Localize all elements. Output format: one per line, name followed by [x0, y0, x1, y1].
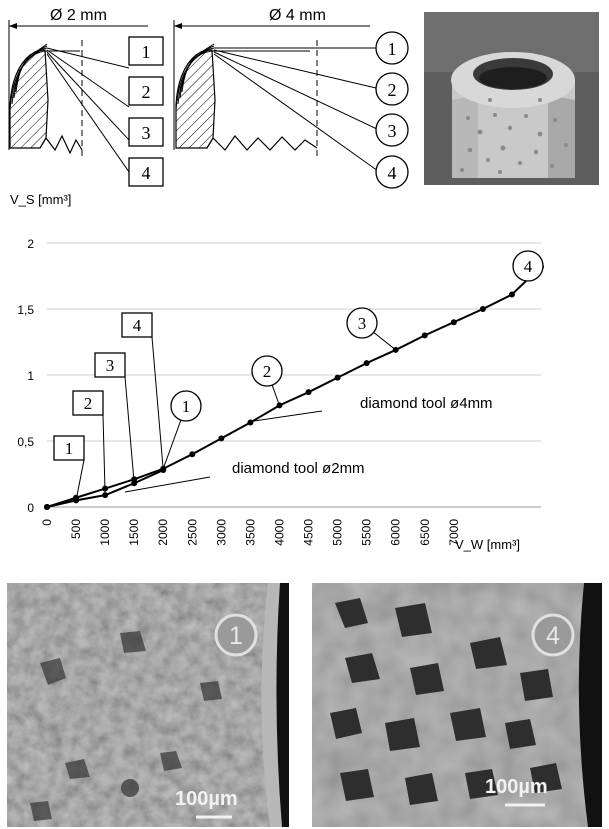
micrograph-marker-1: 1	[214, 613, 258, 657]
x-tick-label: 2500	[185, 519, 199, 546]
tool-tip-micrograph	[424, 12, 599, 185]
profile-marker-4: 4	[375, 155, 409, 189]
series-label-2mm: diamond tool ø2mm	[232, 460, 365, 477]
tool-wear-profiles: Ø 2 mm 1 2 3	[8, 7, 599, 189]
annotation-leader	[124, 376, 135, 484]
data-point-4mm	[450, 319, 457, 326]
scale-bar-label: 100µm	[175, 788, 238, 810]
scale-bar-label: 100µm	[485, 776, 548, 798]
data-point-4mm	[508, 291, 515, 298]
annotation-label: 3	[358, 314, 367, 333]
svg-text:2: 2	[388, 80, 397, 100]
annotation-label: 2	[84, 394, 93, 413]
data-point-2mm	[44, 504, 50, 510]
annotation-circle-1	[170, 390, 202, 422]
annotation-box-3	[94, 352, 126, 378]
profile-marker-1: 1	[375, 31, 409, 65]
svg-text:1: 1	[142, 42, 151, 62]
micrograph-marker-4: 4	[531, 613, 575, 657]
profile-marker-1: 1	[128, 36, 164, 66]
profile-marker-3: 3	[375, 113, 409, 147]
annotation-label: 4	[524, 257, 533, 276]
y-tick-label: 0	[27, 501, 34, 515]
annotation-circle-3	[346, 307, 378, 339]
y-tick-label: 1,5	[17, 303, 34, 317]
annotation-label: 1	[65, 439, 74, 458]
tool-profile-2mm: Ø 2 mm 1 2 3	[8, 7, 164, 187]
data-point-4mm	[247, 419, 254, 426]
x-tick-label: 4500	[302, 519, 316, 546]
annotation-box-4	[121, 312, 153, 338]
svg-text:4: 4	[546, 622, 560, 650]
chart-series	[44, 263, 544, 510]
x-tick-label: 5000	[331, 519, 345, 546]
profile-marker-3: 3	[128, 117, 164, 147]
dimension-label: Ø 2 mm	[50, 7, 107, 24]
x-tick-label: 4000	[272, 519, 286, 546]
leader-4mm	[253, 410, 323, 422]
data-point-4mm	[218, 435, 225, 442]
y-axis-label: V_S [mm³]	[10, 192, 71, 207]
annotation-label: 4	[133, 316, 142, 335]
surface-micrographs: 1 100µm	[7, 583, 602, 827]
x-tick-label: 3000	[214, 519, 228, 546]
x-tick-label: 6000	[389, 519, 403, 546]
x-tick-label: 3500	[243, 519, 257, 546]
series-leaders	[124, 410, 323, 493]
data-point-4mm	[305, 389, 312, 396]
y-tick-label: 0,5	[17, 435, 34, 449]
annotation-box-1	[53, 435, 85, 461]
x-axis-label: V_W [mm³]	[455, 537, 520, 552]
dimension-arrow	[174, 23, 182, 29]
annotation-circle-4	[512, 250, 544, 282]
leader-2mm	[124, 476, 211, 493]
annotation-leader	[151, 336, 164, 471]
svg-text:3: 3	[142, 123, 151, 143]
annotation-label: 1	[182, 397, 191, 416]
annotation-label: 2	[263, 362, 272, 381]
dimension-label: Ø 4 mm	[269, 7, 326, 24]
chart-axes: 0 0,5 1 1,5 2 0 500 1000 1500 2000 2500 3000 3500 400…	[17, 237, 461, 546]
x-tick-label: 5500	[360, 519, 374, 546]
chart-grid	[47, 242, 541, 508]
annotation-leader	[75, 459, 85, 501]
profile-marker-4: 4	[128, 157, 164, 187]
y-tick-label: 2	[27, 237, 34, 251]
micrograph-4: 4 100µm	[312, 583, 602, 827]
data-point-4mm	[189, 451, 196, 458]
dimension-arrow	[9, 23, 17, 29]
svg-text:3: 3	[388, 121, 397, 141]
series-label-4mm: diamond tool ø4mm	[360, 395, 493, 412]
x-tick-label: 0	[40, 519, 54, 526]
x-tick-label: 2000	[156, 519, 170, 546]
micrograph-1: 1 100µm	[7, 583, 289, 827]
svg-text:1: 1	[229, 622, 243, 650]
wear-volume-chart: 0 0,5 1 1,5 2 0 500 1000 1500 2000 2500 3000 3500 400…	[10, 192, 544, 552]
profile-marker-2: 2	[128, 76, 164, 106]
annotation-leader	[102, 414, 106, 496]
y-tick-label: 1	[27, 369, 34, 383]
profile-marker-2: 2	[375, 72, 409, 106]
series-line-4mm	[46, 266, 542, 508]
svg-text:4: 4	[142, 163, 151, 183]
x-tick-label: 7000	[447, 519, 461, 546]
x-tick-label: 500	[69, 519, 83, 539]
annotation-box-2	[72, 390, 104, 416]
svg-text:4: 4	[388, 163, 397, 183]
data-point-4mm	[363, 360, 370, 367]
data-point-4mm	[479, 306, 486, 312]
x-tick-label: 1000	[98, 519, 112, 546]
annotation-label: 3	[106, 356, 115, 375]
svg-text:1: 1	[388, 39, 397, 59]
x-tick-label: 6500	[418, 519, 432, 546]
svg-text:2: 2	[142, 82, 151, 102]
x-tick-label: 1500	[127, 519, 141, 546]
annotation-circle-2	[251, 355, 283, 387]
data-point-4mm	[421, 332, 428, 339]
data-point-4mm	[334, 374, 341, 381]
tool-profile-4mm: Ø 4 mm 1 2 3	[173, 7, 409, 189]
